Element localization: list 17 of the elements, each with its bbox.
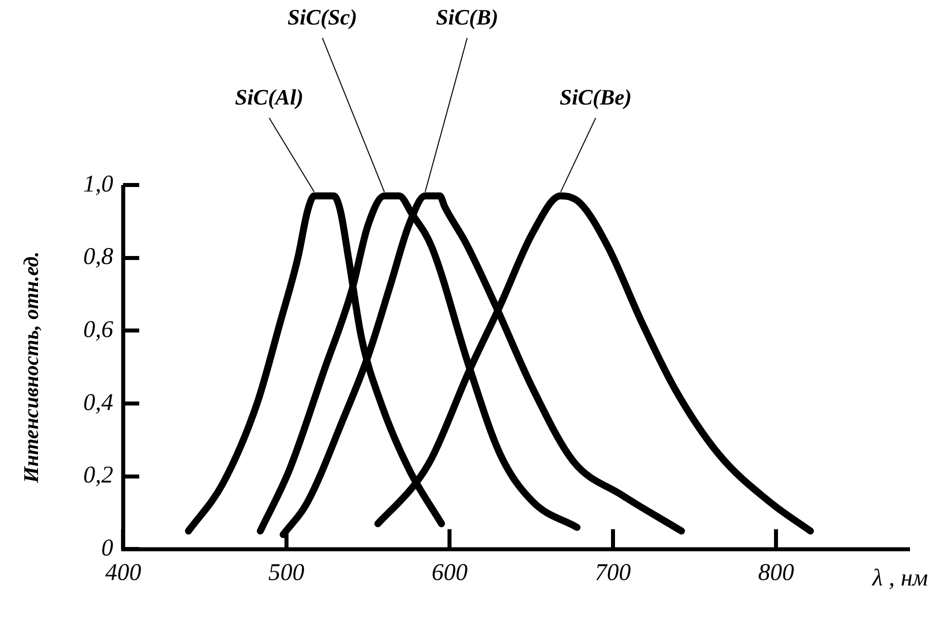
y-tick-label: 0,8 (83, 244, 114, 270)
text: SiC(B) (436, 4, 498, 30)
text: SiC(Be) (560, 84, 632, 110)
y-tick-label: 0,6 (83, 316, 114, 343)
x-tick-label: 400 (105, 560, 142, 586)
y-tick-label: 0,4 (83, 390, 114, 416)
x-tick-label: 700 (594, 560, 631, 586)
x-tick-label: 500 (268, 560, 304, 586)
x-tick-label: 800 (758, 560, 794, 586)
x-tick-label: 600 (432, 560, 468, 586)
x-axis-title: λ , нм (871, 566, 928, 592)
text: SiC(Sc) (288, 4, 358, 30)
y-tick-label: 1,0 (83, 171, 114, 198)
text: SiC(Al) (234, 84, 304, 110)
y-axis-title: Интенсивность, отн.ед. (19, 251, 44, 484)
y-tick-label: 0,2 (83, 462, 114, 489)
y-tick-label: 0 (101, 536, 114, 562)
